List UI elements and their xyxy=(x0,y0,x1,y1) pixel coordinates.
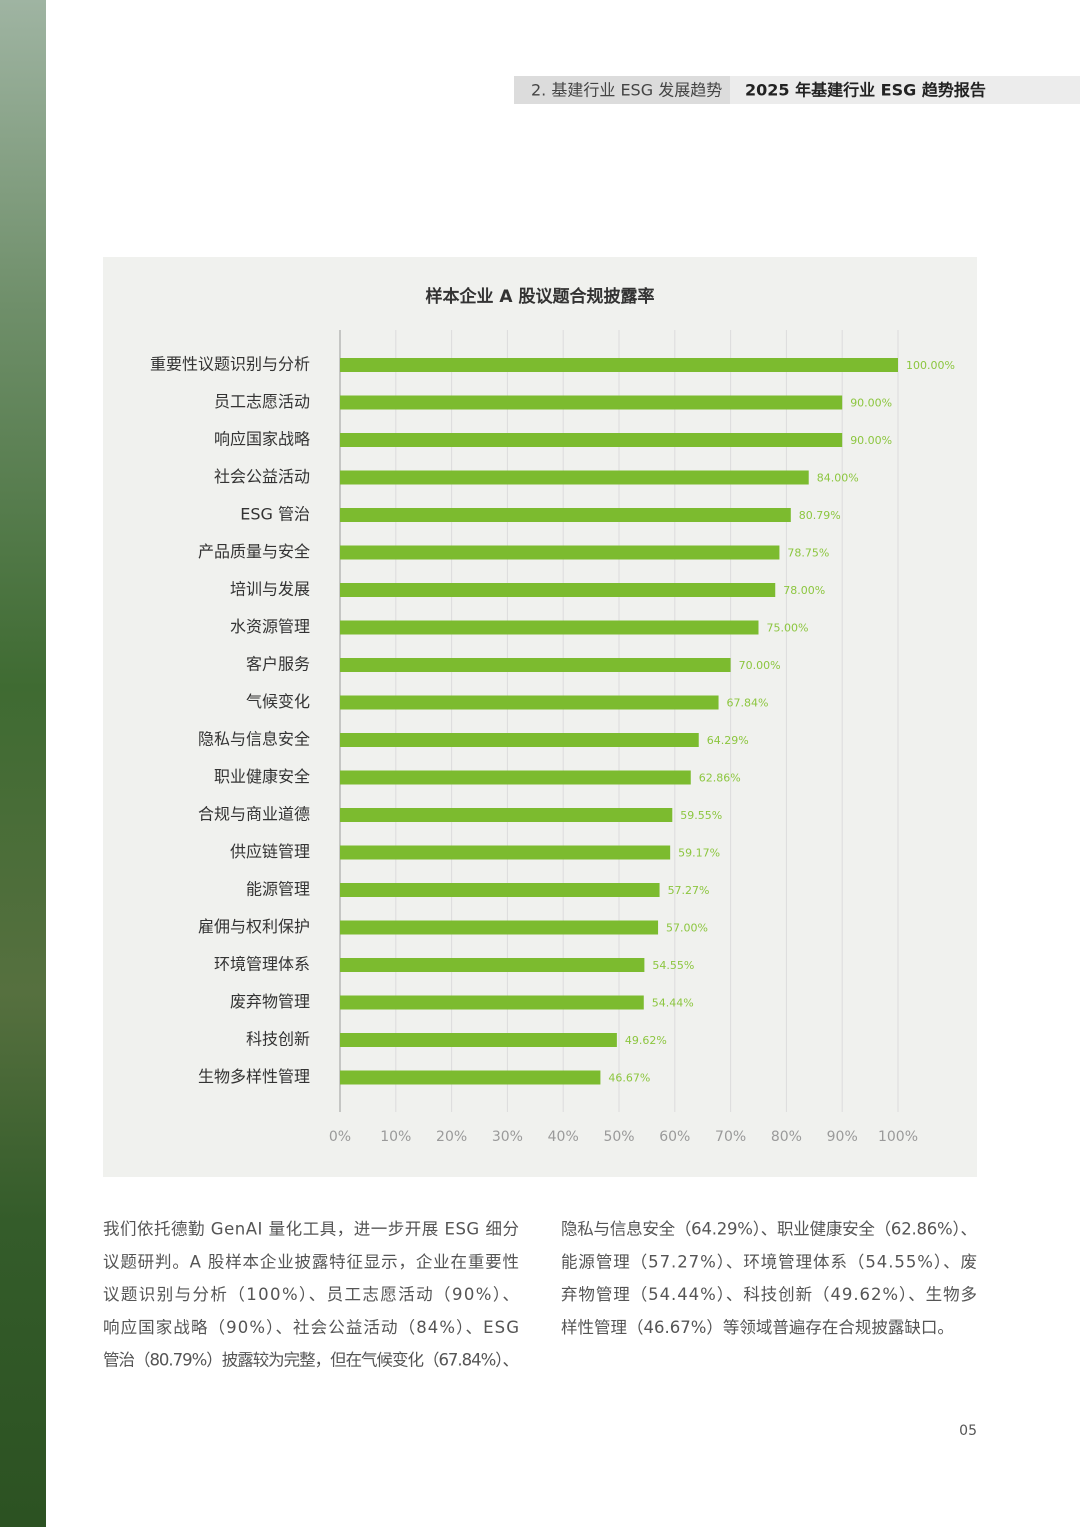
body-line: 响应国家战略（90%）、社会公益活动（84%）、ESG xyxy=(103,1318,519,1337)
category-label: 科技创新 xyxy=(246,1030,310,1049)
value-label: 54.55% xyxy=(652,959,694,972)
category-label: 员工志愿活动 xyxy=(214,392,310,411)
category-label: 客户服务 xyxy=(246,655,310,674)
body-line: 议题识别与分析（100%）、员工志愿活动（90%）、 xyxy=(103,1285,519,1304)
bar xyxy=(340,1070,601,1085)
x-tick-label: 60% xyxy=(659,1129,690,1145)
body-line: 样性管理（46.67%）等领域普遍存在合规披露缺口。 xyxy=(561,1318,954,1337)
header-report-bg xyxy=(730,76,1080,104)
category-label: 环境管理体系 xyxy=(214,955,310,974)
value-label: 49.62% xyxy=(625,1034,667,1047)
bar xyxy=(340,808,673,822)
bar xyxy=(340,470,809,485)
value-label: 90.00% xyxy=(850,434,892,447)
value-label: 67.84% xyxy=(727,697,769,710)
bar xyxy=(340,545,780,560)
x-tick-label: 80% xyxy=(771,1129,802,1145)
bar xyxy=(340,508,791,522)
header-section: 2. 基建行业 ESG 发展趋势 xyxy=(531,81,722,100)
body-line: 能源管理（57.27%）、环境管理体系（54.55%）、废 xyxy=(561,1252,977,1271)
x-tick-label: 70% xyxy=(715,1129,746,1145)
chart-title: 样本企业 A 股议题合规披露率 xyxy=(426,286,655,307)
body-line: 管治（80.79%）披露较为完整，但在气候变化（67.84%）、 xyxy=(103,1351,519,1370)
category-label: 重要性议题识别与分析 xyxy=(150,355,310,374)
bar xyxy=(340,845,671,860)
value-label: 84.00% xyxy=(817,472,859,485)
chart-panel xyxy=(103,257,977,1177)
category-label: 废弃物管理 xyxy=(230,992,310,1011)
page-number: 05 xyxy=(959,1423,977,1439)
value-label: 57.00% xyxy=(666,922,708,935)
x-tick-label: 10% xyxy=(380,1129,411,1145)
category-label: 响应国家战略 xyxy=(214,430,310,449)
body-line: 隐私与信息安全（64.29%）、职业健康安全（62.86%）、 xyxy=(561,1220,977,1239)
x-tick-label: 40% xyxy=(548,1129,579,1145)
bar xyxy=(340,958,645,972)
value-label: 59.17% xyxy=(678,847,720,860)
category-label: 供应链管理 xyxy=(230,842,310,861)
value-label: 46.67% xyxy=(608,1072,650,1085)
value-label: 100.00% xyxy=(906,359,955,372)
bar xyxy=(340,658,731,672)
value-label: 57.27% xyxy=(668,884,710,897)
category-label: 职业健康安全 xyxy=(214,767,310,786)
chart: 0% 10% 20% 30% 40% 50% 60% 70% 80% 90% 100% 重要性议题识别… xyxy=(150,330,955,1145)
header-report: 2025 年基建行业 ESG 趋势报告 xyxy=(745,81,986,100)
value-label: 80.79% xyxy=(799,509,841,522)
bar xyxy=(340,433,843,447)
category-label: 产品质量与安全 xyxy=(198,542,310,561)
category-label: 能源管理 xyxy=(246,880,310,899)
side-photo xyxy=(0,0,46,1527)
x-tick-label: 100% xyxy=(878,1129,918,1145)
category-label: 培训与发展 xyxy=(230,580,310,599)
value-label: 90.00% xyxy=(850,397,892,410)
bar xyxy=(340,620,759,635)
category-label: 合规与商业道德 xyxy=(198,805,310,824)
x-tick-label: 20% xyxy=(436,1129,467,1145)
value-label: 59.55% xyxy=(680,809,722,822)
value-label: 64.29% xyxy=(707,734,749,747)
header-section-bg xyxy=(514,76,730,104)
body-line: 弃物管理（54.44%）、科技创新（49.62%）、生物多 xyxy=(561,1285,977,1304)
bar xyxy=(340,1033,617,1047)
bar xyxy=(340,395,843,410)
bar xyxy=(340,770,691,785)
bar xyxy=(340,920,659,935)
x-tick-label: 0% xyxy=(329,1129,351,1145)
category-label: 生物多样性管理 xyxy=(198,1067,310,1086)
x-tick-label: 90% xyxy=(827,1129,858,1145)
value-label: 62.86% xyxy=(699,772,741,785)
x-tick-label: 50% xyxy=(603,1129,634,1145)
body-line: 议题研判。A 股样本企业披露特征显示，企业在重要性 xyxy=(103,1252,519,1271)
body-line: 我们依托德勤 GenAI 量化工具，进一步开展 ESG 细分 xyxy=(103,1220,519,1239)
value-label: 75.00% xyxy=(767,622,809,635)
value-label: 70.00% xyxy=(739,659,781,672)
bar xyxy=(340,583,776,597)
bar xyxy=(340,358,898,372)
bar xyxy=(340,995,644,1010)
category-label: 隐私与信息安全 xyxy=(198,730,310,749)
category-label: 雇佣与权利保护 xyxy=(198,917,310,936)
value-label: 78.00% xyxy=(783,584,825,597)
bar xyxy=(340,883,660,897)
x-tick-label: 30% xyxy=(492,1129,523,1145)
category-label: 社会公益活动 xyxy=(214,467,310,486)
value-label: 54.44% xyxy=(652,997,694,1010)
category-label: 水资源管理 xyxy=(230,617,310,636)
bar xyxy=(340,733,699,747)
category-label: ESG 管治 xyxy=(240,505,310,524)
category-label: 气候变化 xyxy=(246,692,310,711)
value-label: 78.75% xyxy=(787,547,829,560)
bar xyxy=(340,695,719,710)
